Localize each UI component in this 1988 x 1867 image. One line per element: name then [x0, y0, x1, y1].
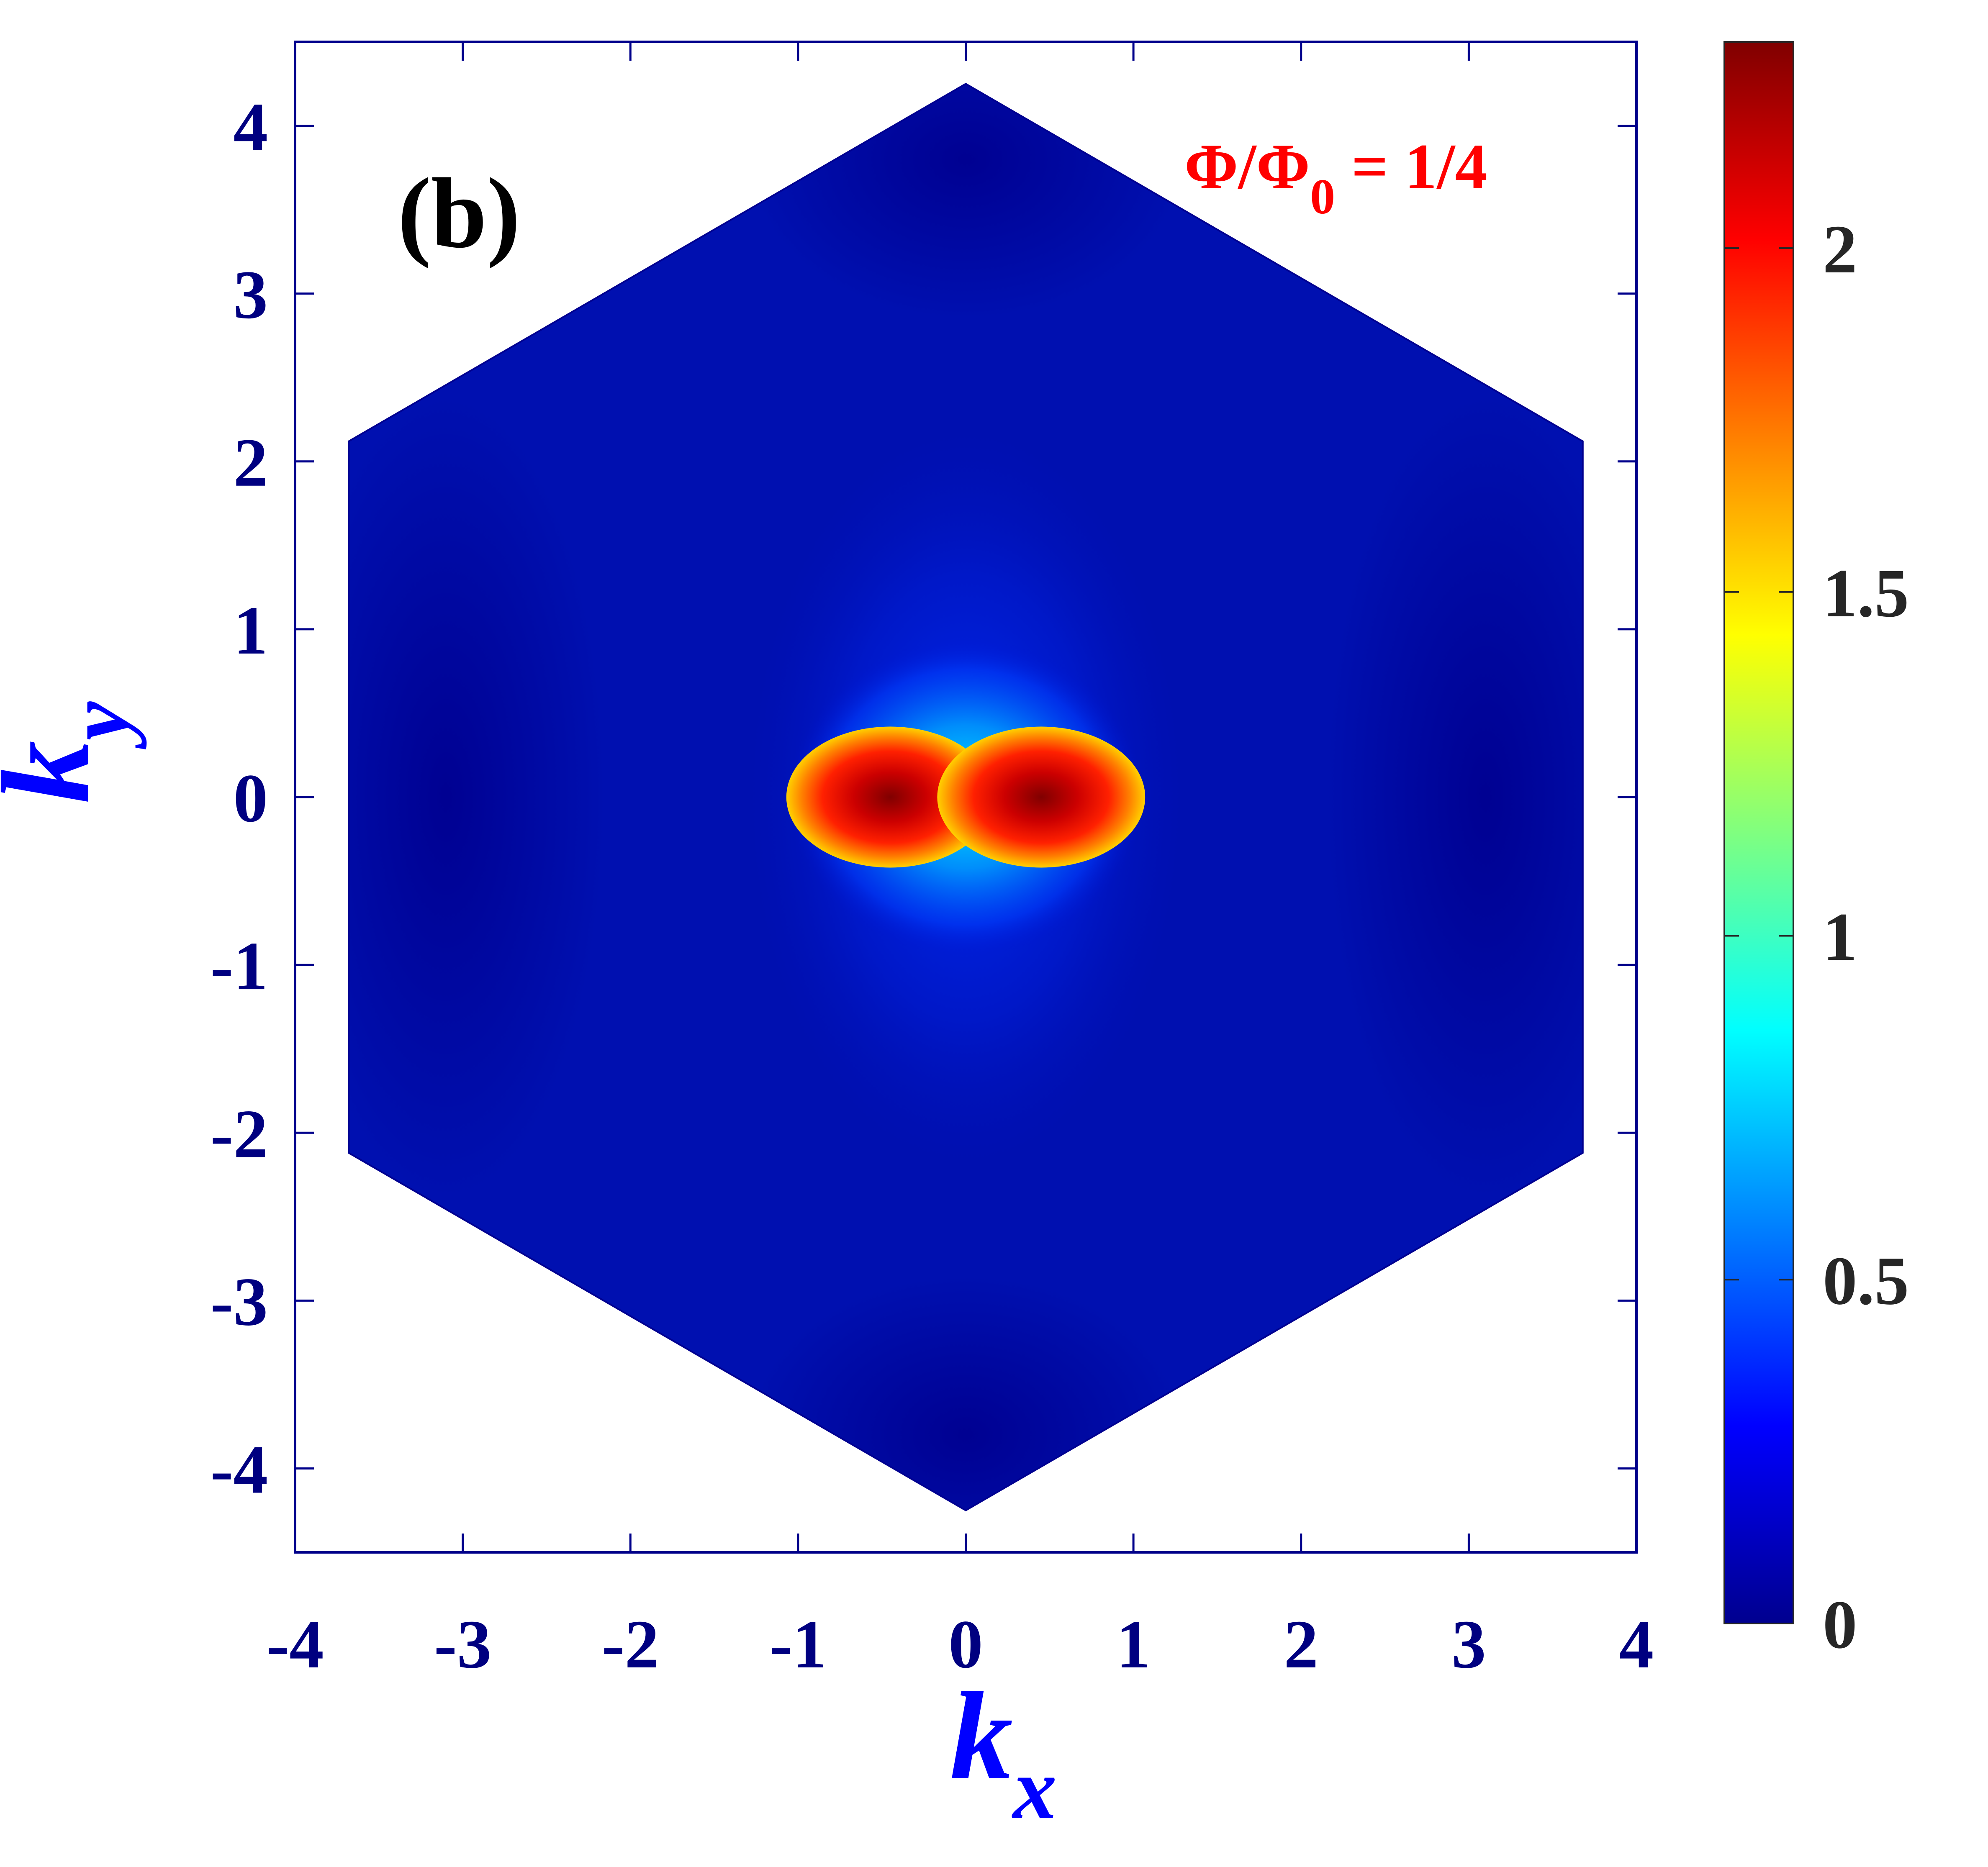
- x-tick-label: 3: [1451, 1606, 1486, 1682]
- low-region-1: [1326, 394, 1583, 1200]
- x-axis-label-main: k: [950, 1667, 1013, 1805]
- panel-label: (b): [398, 157, 520, 269]
- x-tick-label: 4: [1619, 1606, 1654, 1682]
- x-tick-label: -2: [602, 1606, 659, 1682]
- colorbar: [1723, 41, 1794, 1624]
- y-tick-label: -3: [211, 1263, 268, 1340]
- peak-0: [786, 726, 994, 868]
- y-tick-label: -1: [211, 928, 268, 1004]
- y-tick-label: 2: [234, 424, 268, 501]
- x-tick-label: 2: [1284, 1606, 1319, 1682]
- x-tick-label: 1: [1116, 1606, 1151, 1682]
- annotation-value: = 1/4: [1335, 131, 1487, 203]
- low-region-3: [747, 1275, 1184, 1511]
- annotation-subscript: 0: [1310, 169, 1335, 224]
- y-tick-label: 0: [234, 760, 268, 836]
- flux-annotation: Φ/Φ0 = 1/4: [1184, 131, 1487, 224]
- low-region-2: [747, 84, 1184, 319]
- y-tick-label: 1: [234, 592, 268, 669]
- colorbar-tick-label: 2: [1823, 211, 1857, 287]
- x-tick-label: -4: [266, 1606, 324, 1682]
- y-tick-label: -2: [211, 1095, 268, 1172]
- colorbar-tick-label: 0.5: [1823, 1242, 1909, 1319]
- x-tick-label: -1: [769, 1606, 827, 1682]
- y-tick-label: 4: [234, 89, 268, 165]
- colorbar-ticks: 0 0.5 1 1.5 2: [1724, 211, 1909, 1663]
- x-axis-label: kx: [950, 1667, 1057, 1837]
- annotation-ratio: Φ/Φ: [1184, 131, 1310, 203]
- low-region-0: [349, 394, 606, 1200]
- y-tick-label: -4: [211, 1431, 268, 1508]
- colorbar-tick-label: 1: [1823, 899, 1857, 975]
- colorbar-tick-label: 1.5: [1823, 555, 1909, 631]
- x-axis-label-sub: x: [1012, 1740, 1057, 1837]
- brillouin-zone-boundary: [348, 82, 1584, 1512]
- y-axis-label: ky: [0, 701, 147, 803]
- x-ticks: -4 -3 -2 -1 0 1 2 3 4: [266, 42, 1654, 1682]
- y-axis-label-main: k: [0, 741, 115, 803]
- y-ticks: -4 -3 -2 -1 0 1 2 3 4: [211, 89, 1636, 1508]
- peak-1: [937, 726, 1146, 868]
- colorbar-tick-label: 0: [1823, 1586, 1857, 1663]
- x-tick-label: 0: [948, 1606, 983, 1682]
- y-tick-label: 3: [234, 256, 268, 333]
- x-tick-label: -3: [434, 1606, 491, 1682]
